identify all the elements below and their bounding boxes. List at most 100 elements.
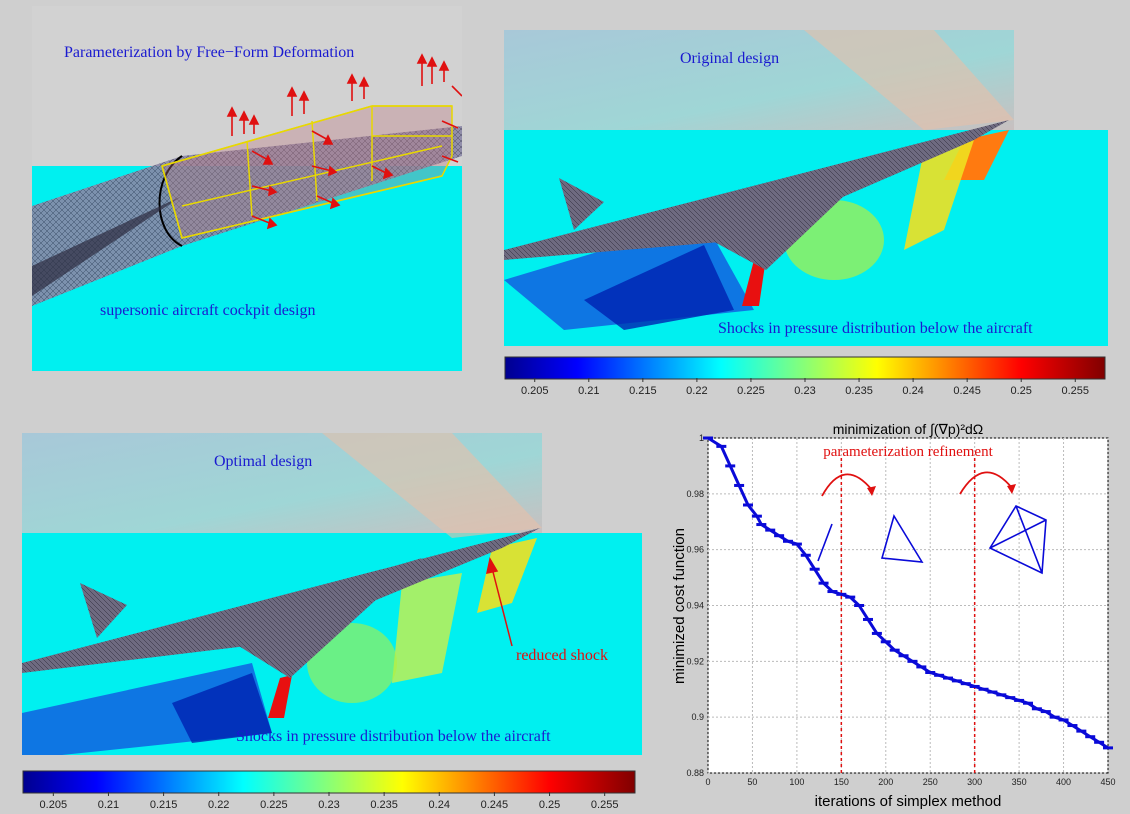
upper-shock-band bbox=[322, 433, 542, 538]
x-tick-label: 300 bbox=[967, 777, 982, 787]
grid bbox=[707, 437, 1109, 774]
series-segment bbox=[831, 590, 842, 596]
series-segment bbox=[719, 445, 732, 467]
series-segment bbox=[1044, 710, 1056, 719]
colorbar-gradient bbox=[22, 770, 636, 794]
colorbar-tick-label: 0.235 bbox=[845, 385, 873, 397]
series-segment bbox=[920, 665, 932, 674]
series-segment bbox=[778, 534, 789, 543]
refinement-lines bbox=[840, 458, 976, 773]
x-axis-label: iterations of simplex method bbox=[815, 793, 1002, 810]
wing-shadow bbox=[32, 196, 182, 296]
optimal-panel: Optimal design reduced shock Shocks in p… bbox=[22, 433, 642, 755]
series-segment bbox=[866, 618, 879, 635]
x-tick-label: 450 bbox=[1100, 777, 1115, 787]
series-segment bbox=[974, 685, 985, 691]
series-segment bbox=[755, 515, 763, 526]
colorbar-tick-label: 0.22 bbox=[208, 799, 229, 811]
shock-wave-deep-blue bbox=[172, 673, 272, 743]
parameterization-shapes bbox=[817, 504, 1047, 575]
series-segment bbox=[728, 465, 741, 487]
colorbar-tick-label: 0.21 bbox=[578, 385, 599, 397]
series-segment bbox=[893, 648, 905, 658]
aircraft-fuselage bbox=[504, 120, 1009, 260]
control-point-arrows bbox=[226, 53, 462, 230]
colorbar-tick-label: 0.23 bbox=[794, 385, 815, 397]
series-segment bbox=[857, 604, 870, 621]
shock-wave-yellow bbox=[477, 538, 537, 613]
optimal-caption: Shocks in pressure distribution below th… bbox=[236, 728, 551, 745]
cost-chart-svg: 0 50 100 150 200 250 300 350 400 450 0.88 0.9 0.92 0… bbox=[671, 421, 1116, 810]
series-segment bbox=[737, 484, 750, 506]
colorbar-tick-label: 0.245 bbox=[953, 385, 981, 397]
shape-line bbox=[817, 523, 833, 562]
shock-wave-yellow-2 bbox=[392, 573, 462, 683]
x-tick-label: 100 bbox=[789, 777, 804, 787]
shape-triangle bbox=[880, 514, 924, 563]
x-tick-label: 250 bbox=[923, 777, 938, 787]
upper-shock-band bbox=[804, 30, 1014, 130]
y-tick-label: 0.94 bbox=[686, 601, 704, 611]
colorbar-tick-label: 0.215 bbox=[629, 385, 657, 397]
series-segment bbox=[707, 436, 723, 448]
series-segment bbox=[1089, 735, 1100, 744]
series-segment bbox=[965, 682, 976, 688]
series-segment bbox=[1036, 707, 1047, 714]
series-segment bbox=[1027, 701, 1038, 711]
colorbar-bottom: 0.205 0.21 0.215 0.22 0.225 0.23 0.235 0.24 0.24… bbox=[22, 770, 642, 812]
colorbar-gradient bbox=[504, 356, 1106, 380]
x-tick-label: 350 bbox=[1012, 777, 1027, 787]
x-tick-label: 50 bbox=[747, 777, 757, 787]
series-segment bbox=[983, 687, 993, 694]
series-segment bbox=[840, 592, 851, 599]
series-segment bbox=[813, 568, 825, 584]
series-segment bbox=[1054, 715, 1065, 722]
x-tick-label: 0 bbox=[705, 777, 710, 787]
y-tick-label: 0.88 bbox=[686, 768, 704, 778]
colorbar-tick-label: 0.235 bbox=[370, 799, 398, 811]
original-caption: Shocks in pressure distribution below th… bbox=[718, 320, 1033, 337]
colorbar-tick-label: 0.25 bbox=[1011, 385, 1032, 397]
y-tick-label: 0.98 bbox=[686, 489, 704, 499]
original-pressure-field bbox=[504, 30, 1108, 346]
series-segment bbox=[1062, 718, 1074, 727]
y-tick-label: 1 bbox=[699, 433, 704, 443]
optimal-pressure-field bbox=[22, 433, 642, 755]
aircraft-wing bbox=[674, 158, 884, 270]
colorbar-tick-label: 0.225 bbox=[737, 385, 765, 397]
colorbar-tick-label: 0.21 bbox=[98, 799, 119, 811]
reduced-shock-arrow bbox=[486, 556, 513, 647]
series-segment bbox=[991, 690, 1002, 697]
series-segment bbox=[746, 504, 759, 518]
data-point bbox=[756, 523, 767, 527]
ffd-panel: Parameterization by Free−Form Deformatio… bbox=[32, 6, 462, 371]
reduced-shock-label: reduced shock bbox=[516, 647, 608, 664]
series-segment bbox=[929, 671, 940, 677]
series-segment bbox=[1080, 729, 1092, 738]
ffd-caption: supersonic aircraft cockpit design bbox=[100, 302, 316, 319]
series-segment bbox=[947, 676, 958, 683]
ffd-title: Parameterization by Free−Form Deformatio… bbox=[64, 44, 355, 61]
series-segment bbox=[822, 582, 834, 593]
colorbar-tick-label: 0.245 bbox=[481, 799, 509, 811]
colorbar-top: 0.205 0.21 0.215 0.22 0.225 0.23 0.235 0.24 0.24… bbox=[504, 356, 1108, 398]
ffd-illustration bbox=[32, 53, 462, 306]
series-segment bbox=[760, 523, 772, 532]
refinement-arrows bbox=[821, 471, 1013, 497]
data-series bbox=[703, 436, 1113, 750]
ffd-box bbox=[161, 105, 453, 239]
y-tick-label: 0.9 bbox=[691, 712, 704, 722]
colorbar-tick-label: 0.22 bbox=[686, 385, 707, 397]
shock-wave-green bbox=[307, 623, 397, 703]
series-segment bbox=[884, 640, 896, 652]
aircraft-tail bbox=[80, 583, 127, 638]
series-segment bbox=[1098, 741, 1109, 750]
original-title: Original design bbox=[680, 50, 780, 67]
series-segment bbox=[1009, 696, 1020, 702]
cost-chart: 0 50 100 150 200 250 300 350 400 450 0.88 0.9 0.92 0… bbox=[660, 418, 1128, 812]
colorbar-tick-label: 0.24 bbox=[429, 799, 450, 811]
x-tick-label: 150 bbox=[834, 777, 849, 787]
series-segment bbox=[787, 539, 798, 546]
series-segment bbox=[911, 660, 923, 669]
colorbar-tick-label: 0.25 bbox=[539, 799, 560, 811]
